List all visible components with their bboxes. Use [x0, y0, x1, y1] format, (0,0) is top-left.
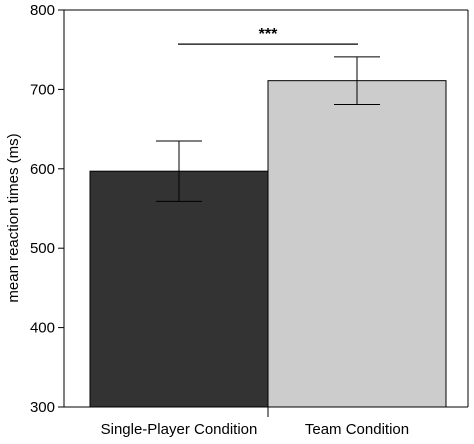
- bar: [267, 80, 447, 408]
- x-category-label: Team Condition: [305, 421, 409, 438]
- y-axis-label: mean reaction times (ms): [5, 133, 22, 302]
- y-tick-label: 400: [30, 320, 55, 337]
- significance-label: ***: [259, 26, 278, 43]
- bars: [89, 80, 447, 408]
- significance-annotation: ***: [178, 26, 358, 45]
- y-tick-label: 700: [30, 81, 55, 98]
- bar: [89, 170, 269, 408]
- x-category-label: Single-Player Condition: [101, 421, 258, 438]
- y-tick-label: 600: [30, 161, 55, 178]
- error-bar: [156, 140, 202, 202]
- y-tick-label: 500: [30, 240, 55, 257]
- x-axis: Single-Player Condition Team Condition: [101, 407, 409, 438]
- y-axis: 300 400 500 600 700 800: [30, 2, 64, 416]
- y-tick-label: 800: [30, 2, 55, 19]
- y-tick-label: 300: [30, 399, 55, 416]
- error-bars: [156, 56, 380, 202]
- error-bar: [334, 56, 380, 105]
